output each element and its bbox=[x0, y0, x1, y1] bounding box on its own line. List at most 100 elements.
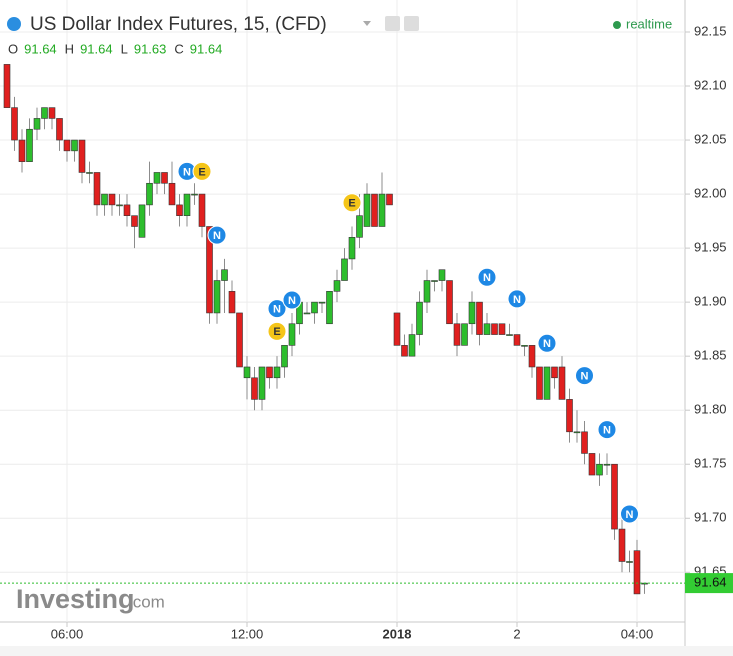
candle-body bbox=[176, 204, 183, 216]
candle-body bbox=[401, 345, 408, 357]
event-marker bbox=[192, 161, 212, 181]
candle-body bbox=[333, 280, 341, 292]
candle-body bbox=[236, 312, 243, 368]
event-label: E bbox=[273, 326, 280, 338]
candle-body bbox=[626, 561, 633, 563]
candle-body bbox=[288, 323, 296, 346]
legend-value: 91.64 bbox=[24, 41, 57, 56]
legend-key: L bbox=[121, 41, 128, 56]
candle-body bbox=[153, 172, 161, 184]
legend-key: O bbox=[8, 41, 18, 56]
candle-body bbox=[161, 172, 168, 184]
candle-body bbox=[48, 107, 56, 119]
event-marker bbox=[282, 290, 302, 310]
event-label: N bbox=[183, 166, 191, 178]
last-price-label: 91.64 bbox=[694, 575, 727, 590]
candle-body bbox=[573, 431, 581, 434]
candle-body bbox=[603, 463, 611, 466]
candle-body bbox=[468, 301, 476, 325]
candle-body bbox=[183, 193, 191, 216]
event-label: E bbox=[348, 198, 355, 210]
legend-key: H bbox=[65, 41, 74, 56]
candle-body bbox=[431, 280, 438, 282]
candle-body bbox=[633, 550, 641, 595]
event-marker bbox=[267, 299, 287, 319]
candle-body bbox=[258, 366, 266, 400]
event-label: N bbox=[273, 304, 281, 316]
event-label: N bbox=[483, 272, 491, 284]
symbol-icon bbox=[7, 17, 21, 31]
candle-body bbox=[78, 139, 86, 173]
event-marker bbox=[267, 321, 287, 341]
event-marker bbox=[342, 193, 362, 213]
candle-body bbox=[356, 215, 363, 238]
candle-body bbox=[588, 453, 596, 476]
event-marker bbox=[575, 366, 594, 386]
candle-body bbox=[371, 193, 378, 227]
candle-body bbox=[611, 463, 618, 530]
candle-body bbox=[228, 291, 236, 314]
candle-body bbox=[116, 204, 123, 207]
event-label: N bbox=[513, 294, 521, 306]
event-marker bbox=[207, 225, 227, 245]
candle-body bbox=[558, 366, 566, 400]
candle-body bbox=[341, 258, 348, 281]
y-tick-label: 91.80 bbox=[694, 402, 727, 417]
candle-body bbox=[63, 139, 71, 152]
event-marker bbox=[507, 289, 527, 309]
candle-body bbox=[348, 237, 356, 260]
x-tick-label: 06:00 bbox=[51, 626, 84, 641]
candle-body bbox=[476, 301, 483, 335]
legend-value: 91.64 bbox=[190, 41, 223, 56]
dropdown-arrow[interactable] bbox=[363, 21, 371, 26]
candle-body bbox=[416, 301, 423, 335]
candle-body bbox=[423, 280, 431, 303]
candle-body bbox=[206, 226, 213, 314]
candle-body bbox=[71, 139, 78, 152]
candle-body bbox=[108, 193, 116, 206]
candle-body bbox=[273, 366, 281, 379]
candle-body bbox=[618, 528, 626, 562]
candle-body bbox=[26, 128, 33, 162]
candle-body bbox=[378, 193, 386, 227]
y-tick-label: 91.95 bbox=[694, 240, 727, 255]
y-tick-label: 91.85 bbox=[694, 348, 727, 363]
event-label: N bbox=[603, 425, 611, 437]
candle-body bbox=[461, 323, 468, 346]
x-tick-label: 04:00 bbox=[621, 626, 654, 641]
ohlc-legend: O 91.64 H 91.64 L 91.63 C 91.64 bbox=[8, 41, 222, 56]
watermark-suffix: .com bbox=[128, 592, 165, 611]
candle-body bbox=[93, 172, 101, 206]
candle-body bbox=[408, 334, 416, 357]
candle-body bbox=[281, 345, 288, 368]
candle-body bbox=[596, 463, 603, 476]
legend-key: C bbox=[174, 41, 183, 56]
settings-button[interactable] bbox=[404, 16, 419, 31]
event-marker bbox=[537, 333, 557, 353]
candle-body bbox=[506, 334, 513, 336]
visibility-button[interactable] bbox=[385, 16, 400, 31]
candle-body bbox=[513, 334, 521, 346]
event-label: N bbox=[626, 509, 634, 521]
legend-value: 91.64 bbox=[80, 41, 113, 56]
candle-body bbox=[581, 431, 588, 454]
candle-body bbox=[566, 399, 573, 433]
y-tick-label: 92.10 bbox=[694, 77, 727, 92]
candle-body bbox=[483, 323, 491, 335]
event-marker bbox=[597, 420, 617, 440]
event-label: N bbox=[581, 371, 589, 383]
x-tick-label: 12:00 bbox=[231, 626, 264, 641]
y-tick-label: 92.05 bbox=[694, 131, 727, 146]
candle-body bbox=[123, 204, 131, 216]
candle-body bbox=[528, 345, 536, 368]
candle-body bbox=[86, 172, 93, 174]
candle-body bbox=[138, 204, 146, 238]
candle-body bbox=[453, 323, 461, 346]
event-label: E bbox=[198, 166, 205, 178]
event-label: N bbox=[543, 338, 551, 350]
candle-body bbox=[3, 64, 11, 108]
candle-body bbox=[303, 312, 311, 315]
event-marker bbox=[477, 267, 497, 287]
realtime-dot bbox=[613, 21, 621, 29]
